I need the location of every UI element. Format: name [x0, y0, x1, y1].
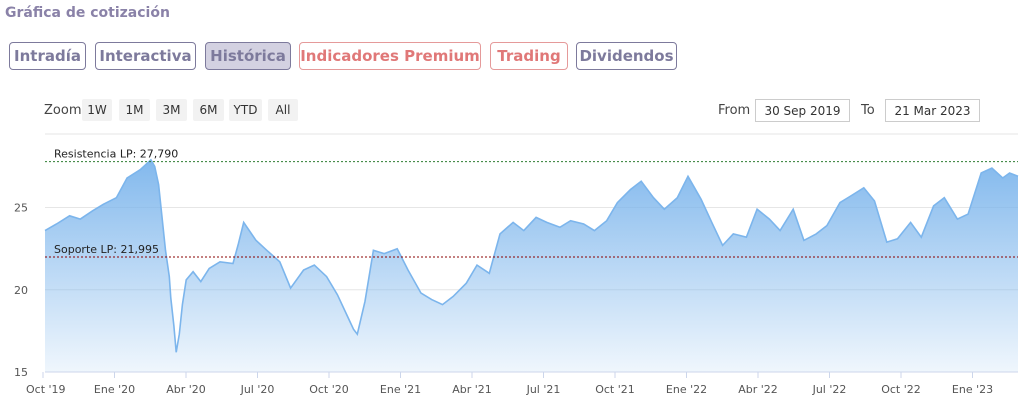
zoom-3m-button[interactable]: 3M: [156, 99, 187, 121]
x-tick-label: Ene '21: [380, 383, 421, 396]
x-tick-label: Oct '21: [595, 383, 635, 396]
x-tick-label: Oct '20: [309, 383, 349, 396]
from-label: From: [718, 103, 751, 118]
x-tick-label: Ene '22: [666, 383, 707, 396]
tab-interactiva[interactable]: Interactiva: [95, 42, 196, 70]
tab-dividendos[interactable]: Dividendos: [576, 42, 677, 70]
y-tick-label: 15: [14, 366, 28, 379]
y-tick-label: 25: [14, 202, 28, 215]
price-line: [44, 158, 1019, 353]
price-area: [45, 159, 1018, 372]
x-tick-label: Ene '20: [94, 383, 135, 396]
tab-historica[interactable]: Histórica: [205, 42, 291, 70]
x-tick-label: Abr '20: [166, 383, 206, 396]
reference-line-label: Soporte LP: 21,995: [54, 243, 159, 256]
tab-trading[interactable]: Trading: [490, 42, 568, 70]
y-tick-label: 20: [14, 284, 28, 297]
zoom-1m-button[interactable]: 1M: [119, 99, 150, 121]
to-date-input[interactable]: 21 Mar 2023: [885, 99, 980, 122]
x-tick-label: Jul '20: [240, 383, 275, 396]
to-label: To: [861, 103, 875, 118]
x-tick-label: Abr '21: [452, 383, 492, 396]
x-tick-label: Oct '19: [26, 383, 66, 396]
zoom-6m-button[interactable]: 6M: [193, 99, 224, 121]
zoom-ytd-button[interactable]: YTD: [229, 99, 262, 121]
x-tick-label: Ene '23: [952, 383, 993, 396]
reference-lines: Resistencia LP: 27,790 Soporte LP: 21,995: [45, 148, 1018, 258]
tab-indicadores-premium[interactable]: Indicadores Premium: [299, 42, 481, 70]
x-tick-label: Jul '21: [526, 383, 561, 396]
tab-intradia[interactable]: Intradía: [9, 42, 86, 70]
reference-line-label: Resistencia LP: 27,790: [54, 148, 178, 161]
from-date-input[interactable]: 30 Sep 2019: [755, 99, 850, 122]
zoom-1w-button[interactable]: 1W: [82, 99, 112, 121]
page-title: Gráfica de cotización: [5, 5, 170, 21]
zoom-label: Zoom: [44, 103, 82, 118]
y-axis-labels: 15 20 25: [14, 202, 28, 379]
x-axis-ticks: Oct '19 Ene '20 Abr '20 Jul '20 Oct '20 Ene '…: [26, 372, 993, 396]
zoom-all-button[interactable]: All: [268, 99, 298, 121]
x-tick-label: Oct '22: [881, 383, 921, 396]
x-tick-label: Jul '22: [812, 383, 847, 396]
x-tick-label: Abr '22: [738, 383, 778, 396]
